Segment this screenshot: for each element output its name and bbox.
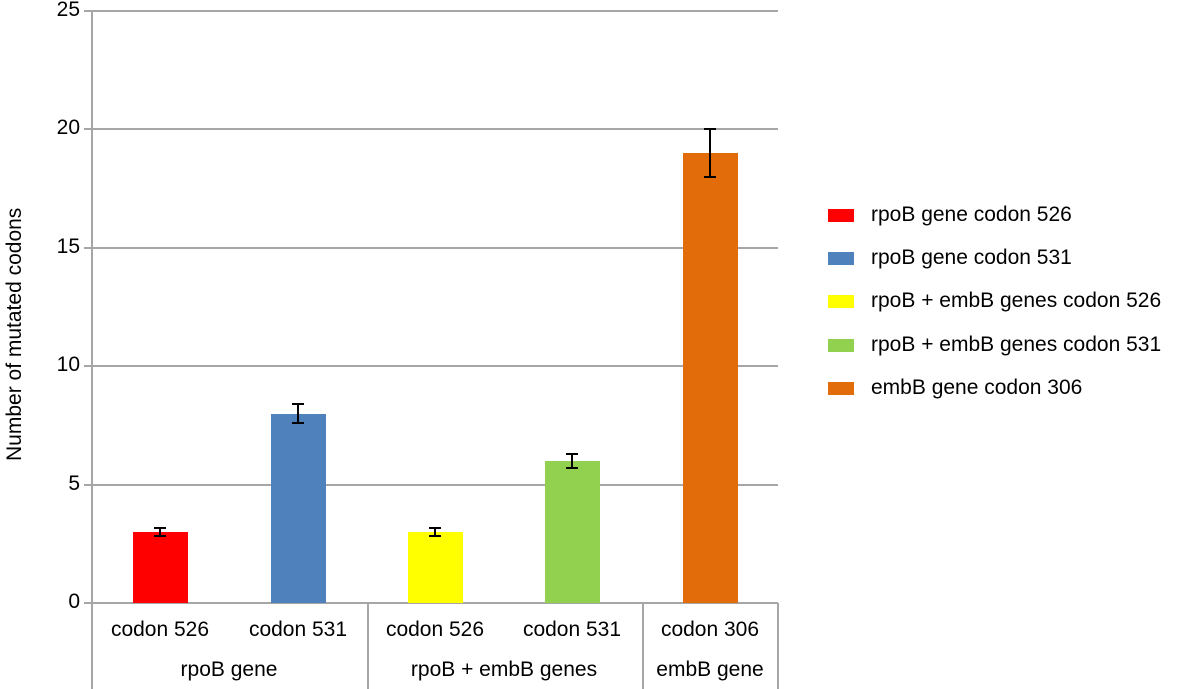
error-bar-cap-bottom — [566, 467, 578, 470]
legend-swatch — [828, 208, 854, 222]
y-tick-label: 20 — [56, 116, 80, 139]
gridline — [92, 247, 778, 249]
error-bar-cap-top — [292, 403, 304, 406]
y-tick-label: 15 — [56, 235, 80, 258]
error-bar-cap-top — [429, 527, 441, 530]
error-bar-cap-bottom — [292, 422, 304, 425]
error-bar-cap-bottom — [154, 534, 166, 537]
gridline — [92, 365, 778, 367]
y-tick-label: 0 — [68, 590, 80, 613]
y-tick — [84, 602, 92, 604]
x-category-label: codon 306 — [660, 618, 760, 641]
x-category-label: codon 526 — [385, 618, 485, 641]
legend-label: rpoB gene codon 526 — [871, 203, 1072, 226]
legend-label: rpoB gene codon 531 — [871, 246, 1072, 269]
legend-swatch — [828, 381, 854, 395]
legend-item: embB gene codon 306 — [828, 376, 1082, 400]
error-bar-cap-top — [704, 128, 716, 131]
error-bar-cap-top — [566, 452, 578, 455]
gridline — [92, 602, 778, 604]
group-divider — [367, 603, 369, 689]
bar-rpob-gene-codon-531[interactable] — [270, 413, 326, 603]
legend-swatch — [828, 338, 854, 352]
error-bar-cap-bottom — [429, 534, 441, 537]
legend-item: rpoB + embB genes codon 526 — [828, 289, 1161, 313]
gridline — [92, 10, 778, 12]
legend-item: rpoB gene codon 526 — [828, 203, 1072, 227]
legend-label: rpoB + embB genes codon 526 — [871, 289, 1162, 312]
error-bar — [709, 129, 711, 177]
y-tick — [84, 484, 92, 486]
error-bar-cap-top — [154, 527, 166, 530]
x-group-label: embB gene — [656, 658, 764, 681]
legend-label: rpoB + embB genes codon 531 — [871, 333, 1162, 356]
x-group-label: rpoB + embB genes — [410, 658, 598, 681]
x-category-label: codon 526 — [110, 618, 210, 641]
y-tick — [84, 365, 92, 367]
error-bar — [571, 453, 573, 469]
legend-item: rpoB gene codon 531 — [828, 246, 1072, 270]
legend-item: rpoB + embB genes codon 531 — [828, 333, 1161, 357]
error-bar — [297, 404, 299, 424]
y-axis-label: Number of mutated codons — [3, 207, 26, 461]
x-group-label: rpoB gene — [180, 658, 278, 681]
legend-swatch — [828, 251, 854, 265]
bar-embb-gene-codon-306[interactable] — [682, 153, 738, 603]
error-bar — [434, 528, 436, 536]
x-category-label: codon 531 — [248, 618, 348, 641]
error-bar — [159, 528, 161, 536]
error-bar-cap-bottom — [704, 175, 716, 178]
y-tick-label: 25 — [56, 0, 80, 21]
y-tick-label: 5 — [68, 472, 80, 495]
gridline — [92, 128, 778, 130]
legend-label: embB gene codon 306 — [871, 376, 1083, 399]
bar-rpob-embb-genes-codon-526[interactable] — [407, 531, 463, 603]
category-box-right-border — [777, 603, 779, 689]
y-tick — [84, 128, 92, 130]
y-tick — [84, 10, 92, 12]
y-axis-line — [91, 11, 93, 689]
y-tick — [84, 247, 92, 249]
gridline — [92, 484, 778, 486]
y-tick-label: 10 — [56, 353, 80, 376]
x-category-label: codon 531 — [522, 618, 622, 641]
bar-rpob-gene-codon-526[interactable] — [132, 531, 188, 603]
bar-rpob-embb-genes-codon-531[interactable] — [544, 460, 600, 603]
legend-swatch — [828, 294, 854, 308]
group-divider — [642, 603, 644, 689]
